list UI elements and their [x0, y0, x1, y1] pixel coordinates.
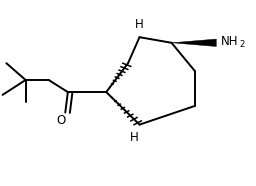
Text: H: H: [130, 131, 139, 144]
Polygon shape: [172, 39, 216, 46]
Text: H: H: [135, 18, 144, 31]
Text: NH: NH: [221, 35, 238, 48]
Text: 2: 2: [239, 40, 245, 49]
Text: O: O: [56, 114, 65, 127]
